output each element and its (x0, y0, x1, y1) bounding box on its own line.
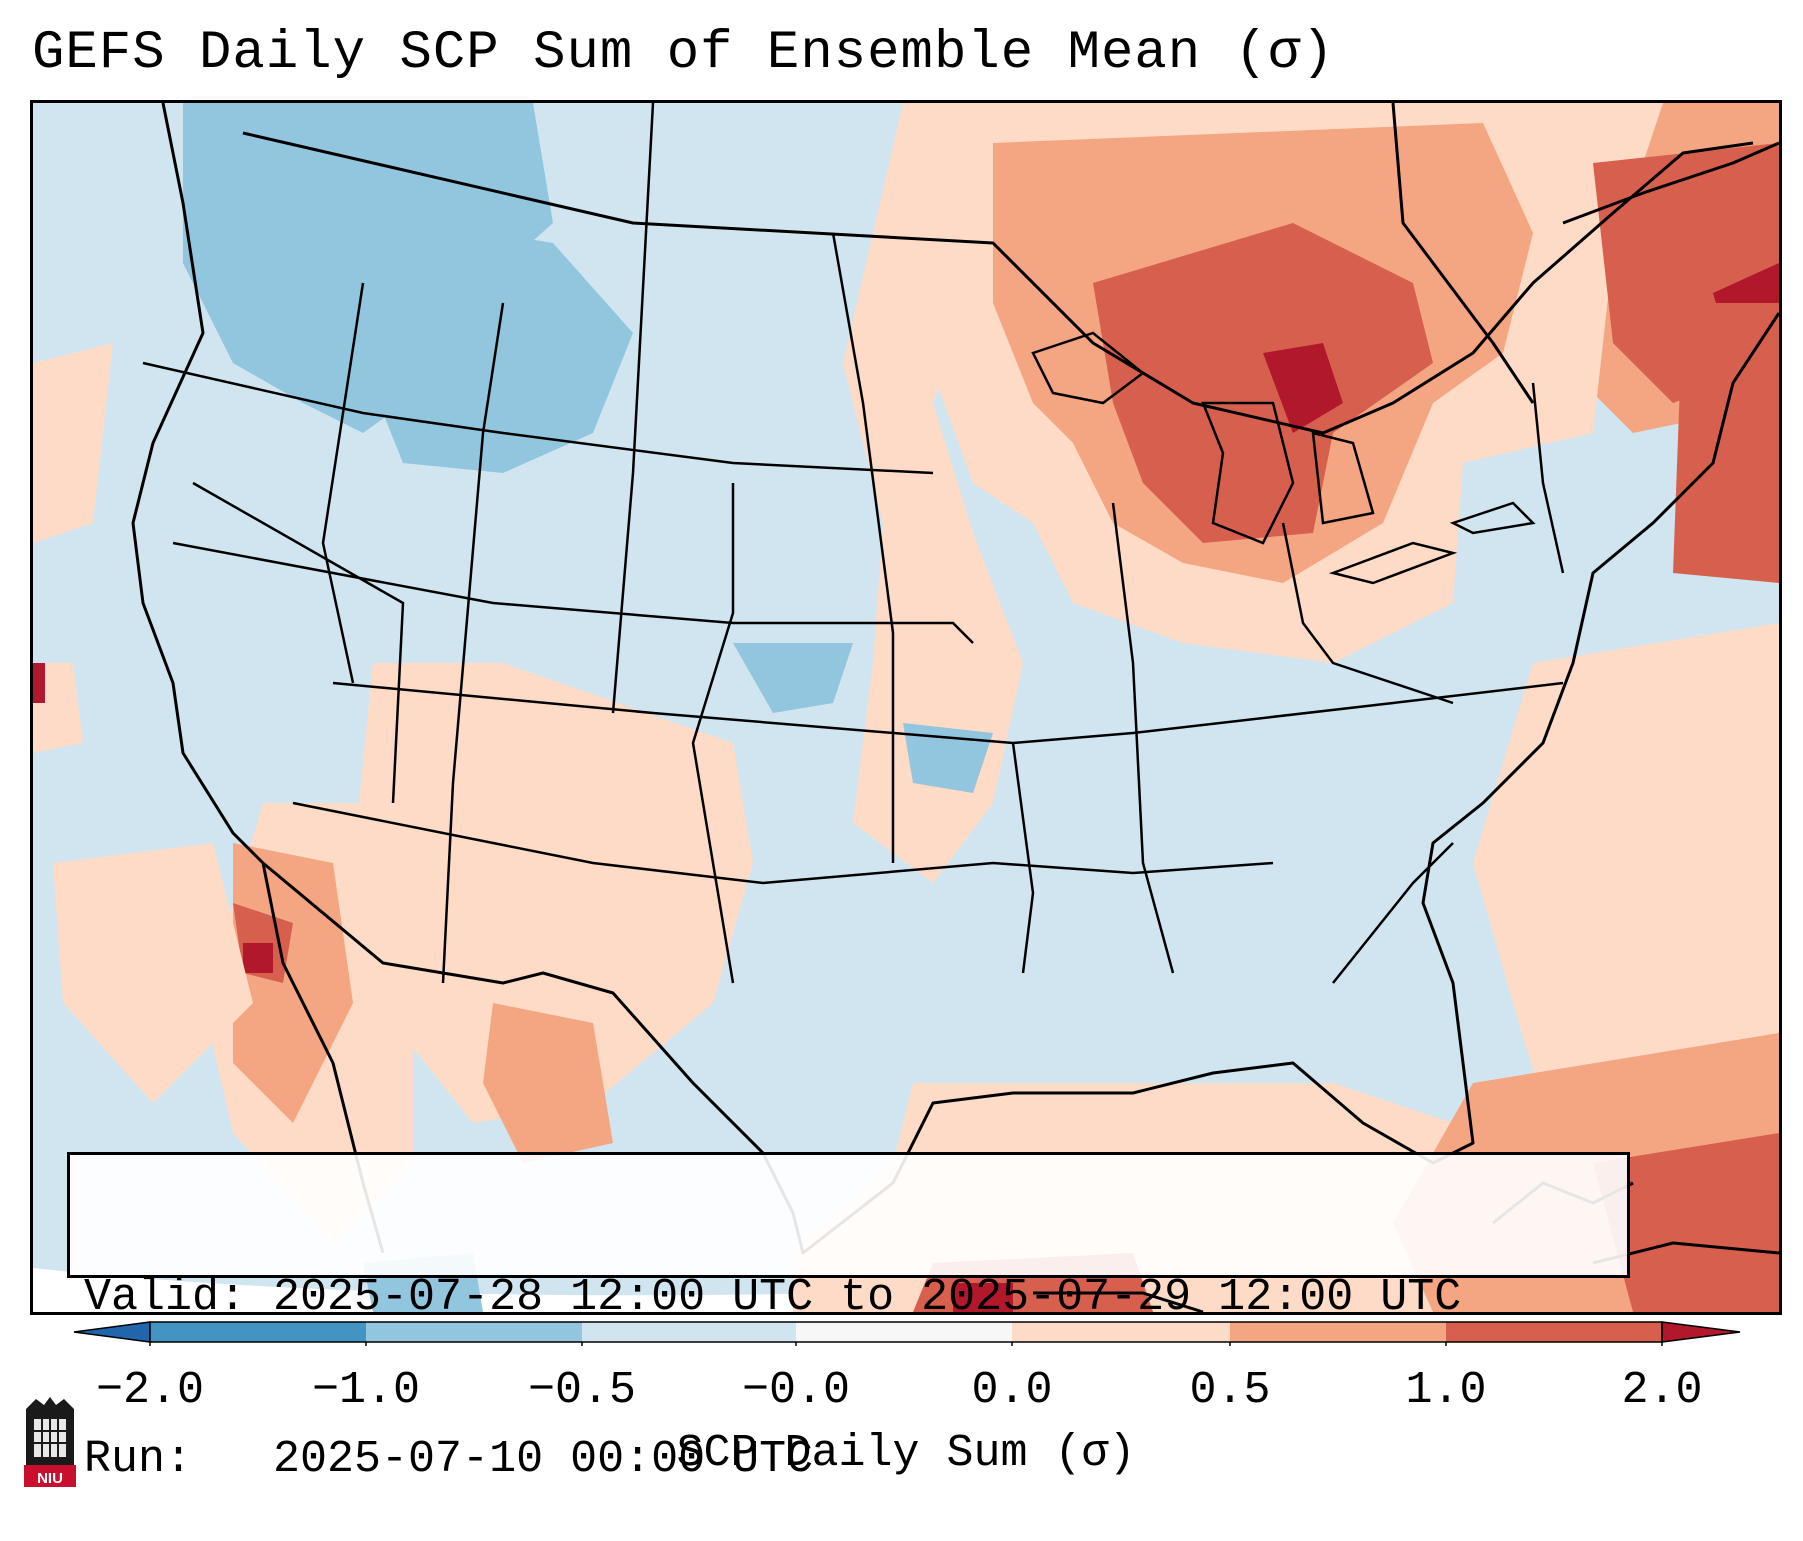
logo-text: NIU (37, 1470, 63, 1487)
valid-run-info-box: Valid: 2025-07-28 12:00 UTC to 2025-07-2… (67, 1152, 1630, 1485)
colorbar-segment (582, 1322, 796, 1342)
colorbar-tick-label: −0.0 (741, 1365, 851, 1416)
colorbar-segment (150, 1322, 366, 1342)
map-title: GEFS Daily SCP Sum of Ensemble Mean (σ) (32, 23, 1335, 84)
niu-logo: NIU (22, 1395, 78, 1489)
niu-logo-icon (24, 1397, 76, 1487)
colorbar (73, 1321, 1741, 1346)
colorbar-extend-high (1661, 1321, 1741, 1343)
map-panel (30, 100, 1782, 1315)
valid-time-text: Valid: 2025-07-28 12:00 UTC to 2025-07-2… (84, 1272, 1462, 1323)
colorbar-extend-low (73, 1321, 151, 1343)
run-time-text: Run: 2025-07-10 00:00 UTC (84, 1434, 814, 1485)
colorbar-segment (1012, 1322, 1230, 1342)
colorbar-outline (149, 1321, 1663, 1343)
colorbar-tick-label: −0.5 (527, 1365, 637, 1416)
colorbar-segment (796, 1322, 1012, 1342)
scp-anomaly-map (33, 103, 1779, 1312)
colorbar-segment (366, 1322, 582, 1342)
colorbar-tick-label: 2.0 (1621, 1365, 1703, 1416)
colorbar-tick-label: 0.5 (1189, 1365, 1271, 1416)
colorbar-tick-label: −1.0 (311, 1365, 421, 1416)
colorbar-label: SCP Daily Sum (σ) (676, 1428, 1136, 1479)
colorbar-segment (1446, 1322, 1662, 1342)
colorbar-tick-label: 1.0 (1405, 1365, 1487, 1416)
colorbar-tick-label: −2.0 (95, 1365, 205, 1416)
colorbar-tick-label: 0.0 (971, 1365, 1053, 1416)
colorbar-segment (1230, 1322, 1446, 1342)
